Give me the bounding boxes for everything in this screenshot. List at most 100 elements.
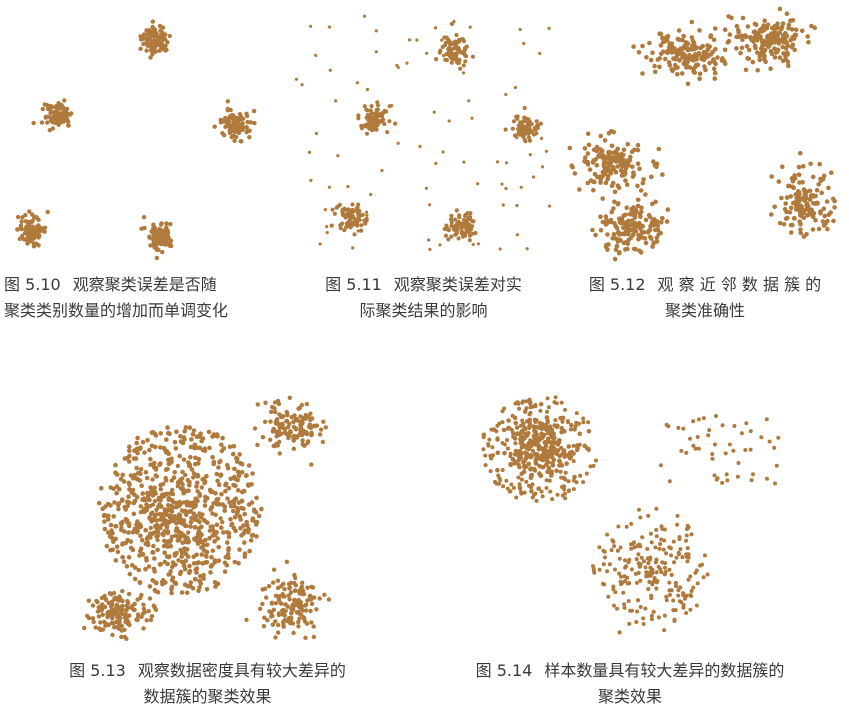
data-point <box>242 554 248 559</box>
data-point <box>237 452 242 457</box>
data-point <box>673 580 678 586</box>
data-point <box>598 177 603 182</box>
data-point <box>124 564 130 569</box>
data-point <box>82 625 87 631</box>
data-point <box>312 595 317 600</box>
data-point <box>126 480 132 486</box>
data-point <box>148 485 153 490</box>
data-point <box>242 540 247 545</box>
data-point <box>513 449 518 453</box>
data-point <box>505 486 510 491</box>
data-point <box>216 558 222 563</box>
data-point <box>784 33 789 38</box>
data-point <box>650 201 655 207</box>
data-point <box>190 432 196 437</box>
data-point <box>672 46 677 51</box>
data-point <box>669 553 674 558</box>
data-point <box>297 432 302 437</box>
data-point <box>510 457 516 462</box>
data-point <box>655 227 661 233</box>
data-point <box>568 427 573 432</box>
data-point <box>85 613 90 619</box>
data-point <box>660 35 665 41</box>
data-point <box>504 161 509 165</box>
data-point <box>330 207 335 212</box>
data-point <box>632 220 638 226</box>
data-point <box>272 400 278 405</box>
data-point <box>689 589 694 593</box>
data-point <box>631 44 636 49</box>
data-point <box>772 445 777 450</box>
data-point <box>562 487 567 492</box>
data-point <box>548 489 553 494</box>
data-point <box>160 494 166 499</box>
data-point <box>202 503 208 508</box>
data-point <box>476 182 480 186</box>
data-point <box>523 139 528 144</box>
data-point <box>152 49 157 54</box>
data-point <box>653 545 658 550</box>
data-point <box>526 135 531 140</box>
data-point <box>156 590 161 595</box>
data-point <box>147 497 152 503</box>
data-point <box>481 447 486 452</box>
data-point <box>566 444 572 449</box>
data-point <box>520 120 525 125</box>
data-point <box>645 230 651 235</box>
data-point <box>280 414 286 419</box>
data-point <box>15 214 21 220</box>
data-point <box>676 551 681 557</box>
data-point <box>27 209 32 214</box>
data-point <box>189 467 195 472</box>
data-point <box>554 451 560 457</box>
data-point <box>664 594 669 599</box>
data-point <box>529 454 534 459</box>
data-point <box>164 512 169 517</box>
data-point <box>148 456 153 462</box>
data-point <box>593 232 598 238</box>
data-point <box>262 615 267 620</box>
caption-5-12: 图 5.12 观 察 近 邻 数 据 簇 的 聚类准确性 <box>570 272 840 324</box>
data-point <box>227 444 233 450</box>
data-point <box>169 590 174 596</box>
data-point <box>312 424 318 429</box>
data-point <box>282 587 287 592</box>
data-point <box>169 577 175 583</box>
data-point <box>625 246 630 252</box>
data-point <box>39 120 45 125</box>
data-point <box>524 399 529 404</box>
data-point <box>219 442 224 448</box>
data-point <box>291 446 296 451</box>
data-point <box>676 48 681 54</box>
data-point <box>149 614 155 619</box>
data-point <box>237 547 242 552</box>
data-point <box>279 423 285 429</box>
data-point <box>732 424 737 428</box>
data-point <box>631 170 636 175</box>
data-point <box>356 202 361 207</box>
data-point <box>47 128 52 133</box>
data-point <box>658 43 664 48</box>
data-point <box>806 204 811 209</box>
data-point <box>656 615 661 620</box>
data-point <box>720 480 725 485</box>
data-point <box>346 184 350 189</box>
data-point <box>175 483 181 489</box>
data-point <box>150 477 155 482</box>
data-point <box>276 421 281 426</box>
data-point <box>169 478 174 483</box>
data-point <box>618 155 624 160</box>
data-point <box>707 428 712 433</box>
data-point <box>151 222 156 227</box>
data-point <box>194 514 199 519</box>
data-point <box>623 564 629 569</box>
data-point <box>513 85 517 90</box>
data-point <box>640 223 645 229</box>
data-point <box>393 121 398 126</box>
data-point <box>556 438 562 443</box>
data-point <box>828 210 833 215</box>
data-point <box>569 422 574 428</box>
data-point <box>657 64 662 70</box>
data-point <box>586 446 591 451</box>
data-point <box>232 466 237 472</box>
